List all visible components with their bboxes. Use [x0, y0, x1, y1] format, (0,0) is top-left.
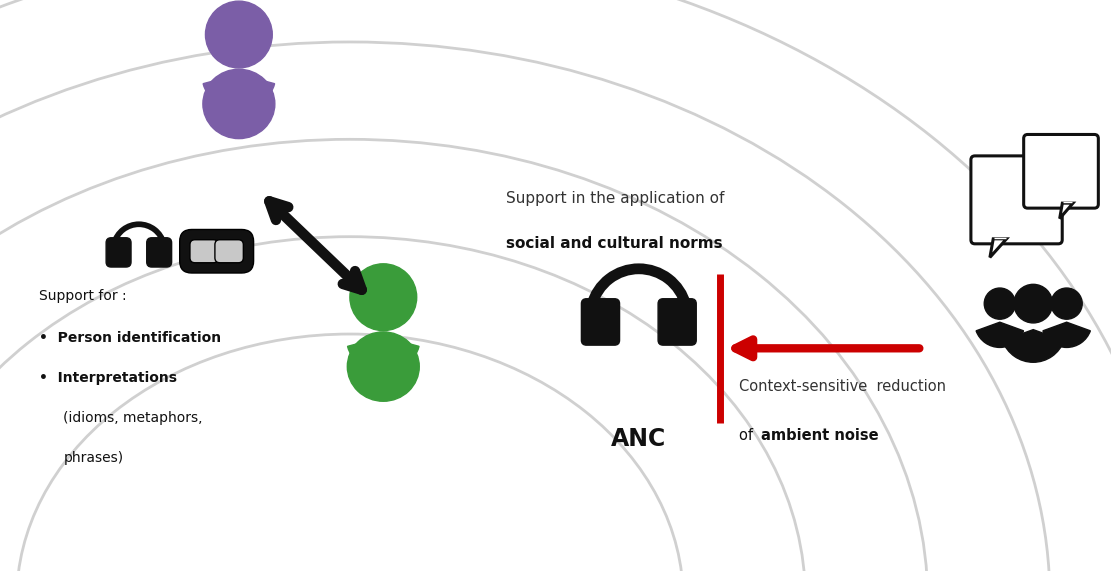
- FancyBboxPatch shape: [658, 299, 697, 345]
- Circle shape: [206, 1, 272, 68]
- FancyBboxPatch shape: [190, 240, 219, 263]
- Text: Support in the application of: Support in the application of: [506, 191, 724, 206]
- Circle shape: [350, 264, 417, 331]
- FancyBboxPatch shape: [180, 230, 253, 273]
- Wedge shape: [203, 74, 274, 111]
- FancyBboxPatch shape: [1023, 134, 1099, 208]
- FancyBboxPatch shape: [214, 240, 243, 263]
- Text: of: of: [739, 428, 758, 443]
- FancyBboxPatch shape: [971, 156, 1062, 244]
- Polygon shape: [1060, 203, 1073, 219]
- Polygon shape: [990, 239, 1007, 258]
- Circle shape: [984, 288, 1015, 319]
- Text: •  Person identification: • Person identification: [39, 331, 221, 345]
- Text: social and cultural norms: social and cultural norms: [506, 236, 722, 251]
- Text: •  Interpretations: • Interpretations: [39, 371, 177, 385]
- Wedge shape: [1002, 329, 1064, 362]
- Wedge shape: [1043, 322, 1090, 347]
- FancyBboxPatch shape: [147, 238, 171, 267]
- Wedge shape: [348, 337, 419, 374]
- Ellipse shape: [348, 332, 419, 401]
- FancyBboxPatch shape: [581, 299, 620, 345]
- Wedge shape: [977, 322, 1023, 347]
- Circle shape: [1014, 284, 1052, 323]
- Text: Support for :: Support for :: [39, 288, 127, 303]
- Text: (idioms, metaphors,: (idioms, metaphors,: [63, 411, 203, 425]
- FancyBboxPatch shape: [107, 238, 131, 267]
- Ellipse shape: [203, 69, 274, 139]
- Text: ANC: ANC: [611, 427, 667, 451]
- Circle shape: [1051, 288, 1082, 319]
- Text: ambient noise: ambient noise: [761, 428, 879, 443]
- Text: phrases): phrases): [63, 451, 123, 465]
- Text: Context-sensitive  reduction: Context-sensitive reduction: [739, 379, 945, 394]
